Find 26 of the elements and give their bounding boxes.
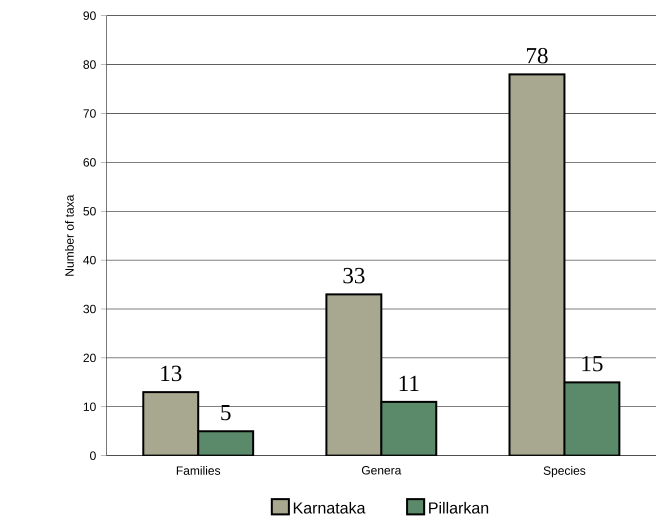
y-tick-label: 30 bbox=[83, 304, 96, 314]
legend-label: Karnataka bbox=[294, 502, 366, 514]
y-tick-label: 10 bbox=[84, 402, 96, 412]
x-tick-label: Species bbox=[544, 466, 586, 478]
y-tick-label: 60 bbox=[84, 158, 96, 167]
bar bbox=[325, 293, 382, 456]
bar bbox=[508, 73, 566, 456]
legend-label: Pillarkan bbox=[429, 502, 488, 514]
data-label: 78 bbox=[526, 48, 548, 64]
y-tick-label: 90 bbox=[83, 11, 96, 20]
y-tick-label: 0 bbox=[90, 451, 96, 460]
bar bbox=[380, 400, 438, 456]
y-tick-label: 80 bbox=[83, 60, 96, 69]
data-label: 11 bbox=[400, 376, 419, 391]
x-tick-label: Genera bbox=[362, 466, 402, 475]
data-label: 13 bbox=[161, 366, 182, 382]
y-tick-label: 50 bbox=[83, 206, 96, 216]
data-label: 15 bbox=[582, 356, 603, 372]
data-label: 33 bbox=[343, 268, 364, 284]
bar bbox=[563, 381, 620, 456]
y-tick-label: 40 bbox=[83, 256, 96, 264]
y-tick-label: 70 bbox=[84, 109, 96, 118]
y-axis-title: Number of taxa bbox=[64, 194, 74, 276]
x-tick-label: Families bbox=[176, 466, 220, 475]
y-tick-label: 20 bbox=[84, 354, 96, 362]
bar bbox=[142, 391, 200, 456]
